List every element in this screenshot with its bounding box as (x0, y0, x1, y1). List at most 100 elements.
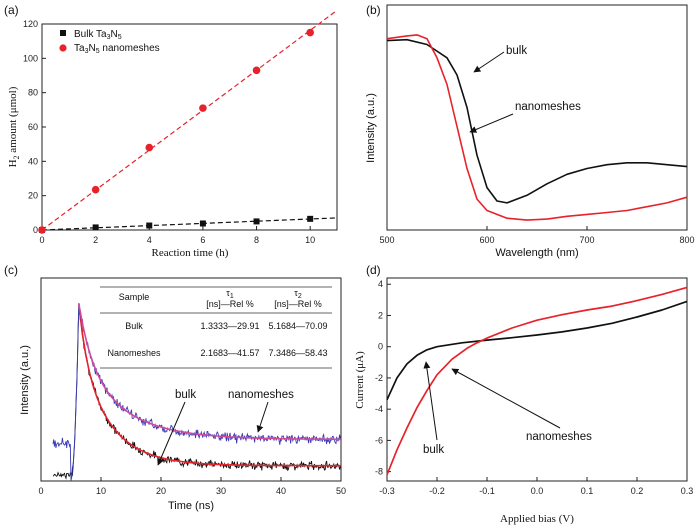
panel-a-xtick-label: 2 (93, 235, 98, 245)
panel-c: (c) 0 10 20 30 40 50 Time (ns) Intensity (a.u… (4, 263, 346, 512)
panel-d-annotation-nanomeshes: nanomeshes (526, 431, 592, 443)
panel-b-axes: 500 600 700 800 (379, 226, 695, 245)
panel-a-fit-lines (41, 9, 338, 231)
panel-c-table: Sample τ1 [ns]—Rel % τ2 [ns]—Rel % Bulk … (100, 286, 332, 369)
panel-a-point-bulk (92, 224, 99, 231)
panel-b-label: (b) (366, 3, 381, 17)
panel-d-iv-curves (386, 286, 688, 476)
panel-c-arrow-bulk (157, 401, 186, 466)
legend-bulk-label: Bulk Ta3N5 (74, 29, 122, 41)
panel-d-xtick-label: -0.2 (429, 486, 445, 496)
panel-a-ytick-label: 60 (28, 122, 38, 132)
panel-c-axes: 0 10 20 30 40 50 (38, 477, 346, 496)
panel-d-ytick-label: 0 (378, 342, 383, 352)
panel-c-decays (52, 303, 342, 481)
panel-a-legend: Bulk Ta3N5 Ta3N5 nanomeshes (59, 29, 160, 55)
panel-b-ylabel: Intensity (a.u.) (365, 93, 377, 163)
panel-d-ytick-label: -4 (375, 404, 383, 414)
table-row-bulk-tau2: 5.1684—70.09 (268, 321, 327, 331)
panel-a-point-nanomeshes (252, 66, 261, 75)
panel-b-line-nanomeshes (386, 34, 688, 221)
panel-c-label: (c) (4, 263, 18, 277)
panel-a-point-bulk (199, 220, 206, 227)
panel-a-point-bulk (307, 215, 314, 222)
panel-b-annotation-bulk: bulk (506, 45, 527, 57)
panel-c-xlabel: Time (ns) (168, 500, 214, 512)
panel-c-fit-nanomeshes (78, 303, 341, 441)
panel-a-ytick-label: 20 (28, 191, 38, 201)
panel-a-ytick-label: 40 (28, 156, 38, 166)
panel-a-xtick-label: 4 (147, 235, 152, 245)
panel-c-annotation-nanomeshes: nanomeshes (228, 389, 294, 401)
panel-c-ylabel: Intensity (a.u.) (19, 345, 31, 415)
panel-d-annotation-bulk: bulk (423, 444, 444, 456)
panel-d-xtick-label: 0.1 (581, 486, 594, 496)
panel-d-line-bulk (386, 300, 688, 401)
panel-b-xtick-label: 500 (379, 235, 394, 245)
panel-d-axes: -0.3 -0.2 -0.1 0.0 0.1 0.2 0.3 -8 -6 -4 -2 0 2 4 (375, 279, 693, 496)
panel-c-annotation-bulk: bulk (175, 389, 196, 401)
panel-b-line-bulk (386, 38, 688, 204)
panel-a-points (38, 28, 314, 234)
panel-d-ytick-label: -6 (375, 435, 383, 445)
panel-d-xtick-label: -0.1 (479, 486, 495, 496)
panel-a-xtick-label: 0 (39, 235, 44, 245)
panel-a-ylabel: H2 amount (μmol) (7, 86, 21, 167)
panel-a-xlabel: Reaction time (h) (152, 247, 229, 259)
panel-d-arrow-nanomeshes (451, 368, 561, 429)
legend-circle-marker (59, 44, 67, 52)
table-header-sample: Sample (119, 292, 150, 302)
table-subheader-tau1: [ns]—Rel % (206, 299, 254, 309)
panel-b: (b) 500 600 700 800 Wavelength (nm) Intensi… (365, 3, 695, 259)
panel-c-xtick-label: 0 (38, 486, 43, 496)
panel-c-arrow-nanomeshes (256, 401, 269, 433)
legend-square-marker (60, 30, 66, 36)
panel-b-arrow-bulk (473, 51, 505, 73)
panel-d-ytick-label: 4 (378, 279, 383, 289)
panel-a-xtick-label: 6 (200, 235, 205, 245)
panel-b-spectra (386, 34, 688, 221)
panel-a-point-nanomeshes (306, 28, 314, 37)
panel-a-ytick-label: 0 (33, 225, 38, 235)
panel-c-fit-bulk (78, 304, 341, 467)
table-subheader-tau2: [ns]—Rel % (274, 299, 322, 309)
panel-d-xtick-label: 0.2 (631, 486, 644, 496)
panel-d-xlabel: Applied bias (V) (500, 513, 574, 525)
panel-a-xtick-label: 8 (254, 235, 259, 245)
table-row-bulk-sample: Bulk (125, 321, 143, 331)
panel-b-xtick-label: 800 (679, 235, 694, 245)
panel-a-point-nanomeshes (145, 143, 154, 152)
panel-a-point-bulk (146, 222, 153, 229)
panel-c-frame (40, 277, 342, 482)
panel-a-fit-nanomeshes (41, 9, 338, 231)
panel-d-xtick-label: -0.3 (379, 486, 395, 496)
panel-a-fit-bulk (41, 217, 338, 231)
panel-d-line-nanomeshes (386, 286, 688, 476)
panel-b-xtick-label: 600 (479, 235, 494, 245)
table-row-nanomeshes-sample: Nanomeshes (107, 348, 161, 358)
panel-d-xtick-label: 0.0 (531, 486, 544, 496)
panel-b-arrow-nanomeshes (469, 113, 514, 133)
panel-a-point-nanomeshes (199, 104, 207, 112)
legend-nanomeshes-label: Ta3N5 nanomeshes (74, 43, 160, 55)
panel-b-frame (386, 4, 688, 231)
panel-a-ytick-label: 120 (23, 19, 38, 29)
table-header-tau2: τ2 (294, 288, 302, 300)
panel-b-xtick-label: 700 (579, 235, 594, 245)
panel-d-ytick-label: -8 (375, 467, 383, 477)
panel-c-xtick-label: 20 (156, 486, 166, 496)
panel-a-xtick-label: 10 (305, 235, 315, 245)
panel-c-xtick-label: 50 (336, 486, 346, 496)
panel-d: (d) -0.3 -0.2 -0.1 0.0 0.1 0.2 0.3-8-6-4-2024 … (354, 263, 693, 525)
panel-d-ylabel: Current (μA) (354, 351, 366, 409)
table-header-tau1: τ1 (226, 288, 234, 300)
panel-a-point-nanomeshes (91, 185, 100, 194)
table-row-bulk-tau1: 1.3333—29.91 (200, 321, 259, 331)
panel-a-point-bulk (253, 218, 260, 225)
panel-d-ytick-label: -2 (375, 373, 383, 383)
table-row-nanomeshes-tau2: 7.3486—58.43 (268, 348, 327, 358)
panel-b-xlabel: Wavelength (nm) (495, 247, 578, 259)
panel-c-xtick-label: 40 (276, 486, 286, 496)
